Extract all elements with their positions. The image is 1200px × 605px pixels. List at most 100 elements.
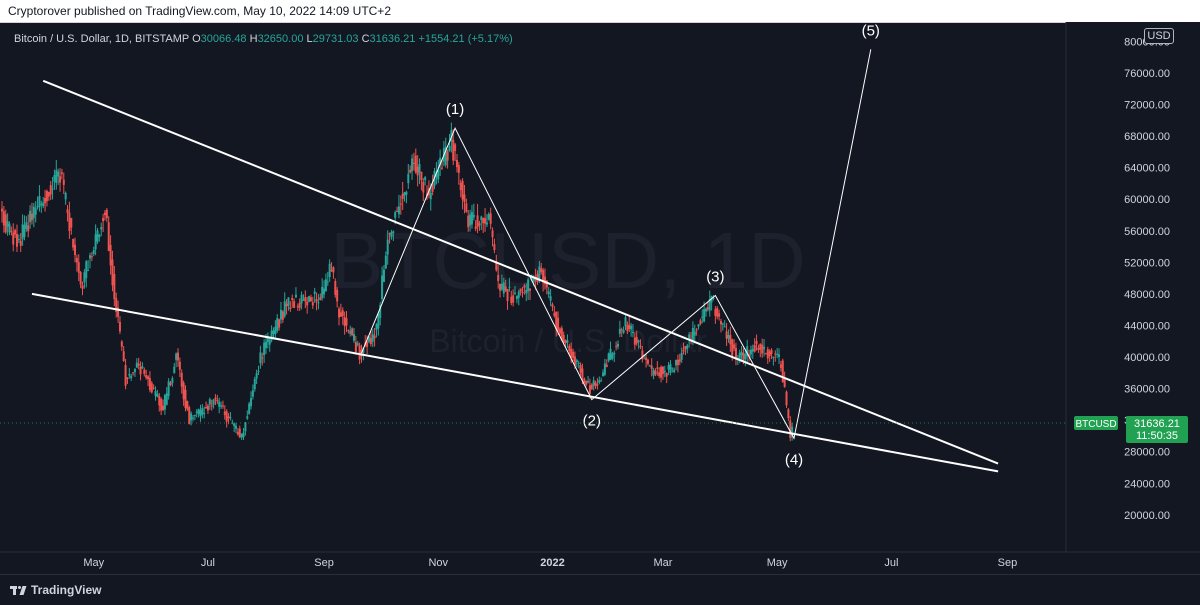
candle-body <box>678 359 681 362</box>
candle-body <box>748 354 751 357</box>
candle-body <box>581 368 584 378</box>
candle-body <box>293 301 296 308</box>
candle-body <box>113 274 116 300</box>
candle-body <box>639 345 642 347</box>
candle-body <box>502 282 505 294</box>
candle-body <box>712 297 715 299</box>
wave-label: (5) <box>862 22 880 39</box>
candle-body <box>470 212 473 225</box>
candle-body <box>109 244 112 266</box>
candle-body <box>259 352 262 364</box>
candle-body <box>336 289 339 302</box>
candle-body <box>412 162 415 164</box>
candle-body <box>495 261 498 271</box>
candle-body <box>167 381 170 397</box>
candle-body <box>79 272 82 285</box>
candle-body <box>463 194 466 202</box>
candle-body <box>145 375 148 378</box>
candle-body <box>635 336 638 344</box>
candle-body <box>624 317 627 327</box>
candle-body <box>349 330 352 334</box>
candle-body <box>384 255 387 269</box>
candle-body <box>783 377 786 387</box>
symbol-tag-label: BTCUSD <box>1075 419 1116 430</box>
candle-body <box>266 337 269 342</box>
candle-body <box>429 192 432 200</box>
candle-body <box>156 393 159 397</box>
candle-body <box>734 348 737 360</box>
candle-body <box>235 425 238 429</box>
candle-body <box>725 331 728 339</box>
candle-body <box>441 167 443 169</box>
candle-body <box>560 328 563 341</box>
x-tick-label: Nov <box>428 557 448 569</box>
candle-body <box>227 416 230 419</box>
candle-body <box>721 323 724 325</box>
legend-o-label: O <box>192 33 201 45</box>
x-tick-label: May <box>83 557 104 569</box>
candle-body <box>96 230 99 242</box>
candle-body <box>590 384 593 390</box>
candle-body <box>631 331 634 334</box>
candle-body <box>188 407 191 425</box>
candle-body <box>759 344 762 350</box>
candle-body <box>371 334 374 342</box>
candle-body <box>540 268 543 272</box>
y-tick-label: 72000.00 <box>1124 100 1170 112</box>
candle-body <box>577 362 580 364</box>
candle-body <box>431 184 434 192</box>
candle-body <box>397 206 400 215</box>
candle-body <box>564 340 567 344</box>
candle-body <box>691 327 694 342</box>
candle-body <box>111 259 114 286</box>
candle-body <box>731 339 734 356</box>
candle-body <box>420 171 423 181</box>
candle-body <box>424 177 427 181</box>
candle-body <box>457 165 460 173</box>
candle-body <box>622 330 625 333</box>
candle-body <box>708 298 711 311</box>
legend-c-label: C <box>359 33 370 45</box>
candle-body <box>105 209 108 219</box>
upper-trend-line <box>42 79 999 465</box>
candle-body <box>605 364 608 368</box>
candle-body <box>308 296 311 302</box>
candle-body <box>512 295 515 303</box>
candle-body <box>705 308 707 312</box>
candle-body <box>47 192 50 197</box>
candle-body <box>212 399 215 405</box>
candle-body <box>695 329 698 331</box>
candle-body <box>332 267 335 273</box>
candle-body <box>515 295 518 300</box>
candle-body <box>8 223 11 233</box>
tradingview-logo[interactable]: TradingView <box>10 582 101 598</box>
candle-body <box>733 344 736 349</box>
candle-body <box>51 188 54 190</box>
legend-symbol: Bitcoin / U.S. Dollar, 1D, BITSTAMP <box>14 33 189 45</box>
candle-body <box>94 234 97 250</box>
candle-body <box>379 304 382 318</box>
candle-body <box>14 230 17 235</box>
candle-body <box>180 372 183 387</box>
candle-body <box>236 432 239 435</box>
candle-body <box>152 387 155 389</box>
candle-body <box>472 214 475 218</box>
candle-body <box>615 346 618 348</box>
candle-body <box>706 307 709 310</box>
candle-body <box>781 360 784 382</box>
candle-body <box>529 288 531 291</box>
candle-body <box>684 346 687 350</box>
candle-body <box>600 380 603 382</box>
candle-body <box>147 376 150 380</box>
candle-body <box>139 366 142 375</box>
candle-body <box>171 378 174 384</box>
wave-label: (2) <box>583 413 601 430</box>
candle-body <box>489 213 492 224</box>
candle-body <box>396 210 399 212</box>
candle-body <box>785 391 788 406</box>
candle-body <box>49 185 52 195</box>
currency-button[interactable]: USD <box>1144 28 1174 44</box>
candle-body <box>671 367 674 369</box>
candle-body <box>55 170 58 183</box>
